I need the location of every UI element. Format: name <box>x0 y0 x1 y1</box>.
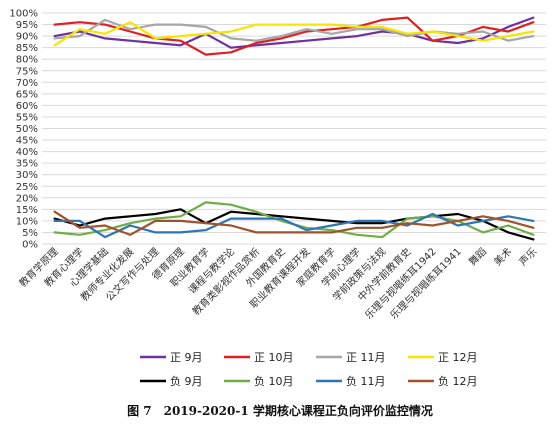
legend-item: 负 11月 <box>316 374 386 388</box>
series-line-4 <box>53 208 535 241</box>
series-line-3 <box>53 21 535 47</box>
y-tick-label: 90% <box>16 32 38 43</box>
x-axis: 教育学原理教育心理学心理学基础教师专业化发展公文写作与处理德育原理职业教育学课程… <box>16 245 539 322</box>
legend-item: 正 9月 <box>140 351 203 364</box>
legend-item: 负 10月 <box>224 374 294 388</box>
y-tick-label: 20% <box>16 193 38 204</box>
figure-caption: 图 7 2019-2020-1 学期核心课程正负向评价监控情况 <box>127 404 433 418</box>
y-tick-label: 60% <box>16 101 38 112</box>
series-line-2 <box>53 18 535 42</box>
y-tick-label: 15% <box>16 205 38 216</box>
x-tick-label: 美术 <box>491 245 514 268</box>
y-tick-label: 5% <box>22 228 38 239</box>
y-tick-label: 50% <box>16 124 38 135</box>
y-tick-label: 55% <box>16 112 38 123</box>
y-tick-label: 10% <box>16 216 38 227</box>
legend-label: 正 12月 <box>438 351 478 364</box>
y-tick-label: 40% <box>16 147 38 158</box>
legend-label: 负 9月 <box>170 374 203 388</box>
y-tick-label: 30% <box>16 170 38 181</box>
grid-lines <box>42 12 546 245</box>
y-tick-label: 35% <box>16 159 38 170</box>
legend-label: 负 12月 <box>438 374 478 388</box>
y-tick-label: 100% <box>9 9 38 20</box>
y-axis: 0%5%10%15%20%25%30%35%40%45%50%55%60%65%… <box>9 9 38 251</box>
legend-item: 正 11月 <box>316 351 386 364</box>
legend-label: 负 10月 <box>254 374 294 388</box>
y-tick-label: 85% <box>16 43 38 54</box>
legend-item: 正 10月 <box>224 351 294 364</box>
legend-item: 负 12月 <box>408 374 478 388</box>
y-tick-label: 65% <box>16 89 38 100</box>
legend-label: 正 10月 <box>254 351 294 364</box>
y-tick-label: 0% <box>22 240 38 251</box>
x-tick-label: 声乐 <box>516 245 539 268</box>
x-tick-label: 舞蹈 <box>466 246 489 269</box>
series-line-0 <box>53 16 535 49</box>
series-group <box>53 16 535 241</box>
legend-label: 负 11月 <box>346 374 386 388</box>
y-tick-label: 80% <box>16 55 38 66</box>
y-tick-label: 70% <box>16 78 38 89</box>
y-tick-label: 25% <box>16 182 38 193</box>
legend-item: 负 9月 <box>140 374 203 388</box>
legend-label: 正 11月 <box>346 351 386 364</box>
legend-item: 正 12月 <box>408 351 478 364</box>
legend-label: 正 9月 <box>170 351 203 364</box>
y-tick-label: 95% <box>16 20 38 31</box>
y-tick-label: 45% <box>16 136 38 147</box>
series-line-6 <box>53 212 535 239</box>
y-tick-label: 75% <box>16 66 38 77</box>
series-line-1 <box>53 16 535 56</box>
series-line-7 <box>53 210 535 236</box>
